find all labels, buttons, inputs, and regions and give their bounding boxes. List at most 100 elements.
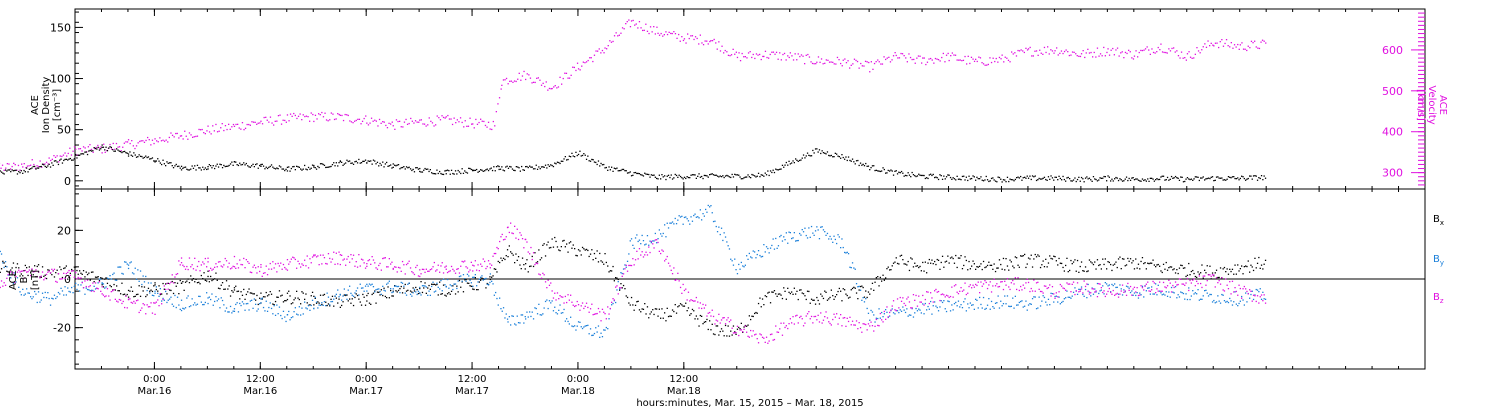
density-series-point [409, 168, 412, 170]
density-series-point [539, 168, 541, 170]
density-series-point [923, 174, 925, 177]
by-series-point [698, 217, 700, 219]
density-series-point [1062, 175, 1064, 178]
velocity-series-point [374, 119, 376, 121]
density-series-point [171, 165, 173, 167]
bz-series-point [599, 311, 601, 313]
by-series-point [449, 284, 451, 286]
by-series-point [934, 301, 936, 303]
by-series-point [79, 290, 81, 292]
by-series-point [210, 298, 212, 301]
velocity-series-point [870, 61, 872, 63]
velocity-series-point [316, 118, 318, 120]
density-series-point [106, 150, 109, 152]
velocity-series-point [502, 79, 505, 81]
bz-series-point [712, 315, 715, 318]
density-series-point [1083, 181, 1085, 183]
by-series-point [1166, 295, 1169, 297]
bz-series-point [442, 272, 445, 274]
bz-series-point [800, 315, 802, 317]
bx-series-point [997, 267, 999, 269]
by-series-point [214, 300, 216, 303]
bz-series-point [26, 271, 28, 273]
bz-series-point [351, 258, 353, 260]
bx-series-point [240, 291, 242, 293]
velocity-series-point [104, 151, 106, 153]
by-series-point [239, 302, 241, 305]
density-series-point [286, 166, 289, 168]
bz-series-point [634, 259, 637, 261]
bz-series-point [421, 268, 424, 270]
velocity-series-point [1093, 51, 1095, 54]
velocity-series-point [973, 60, 976, 62]
by-series-point [691, 220, 694, 222]
bz-series-point [867, 323, 870, 325]
velocity-series-point [435, 124, 437, 126]
bx-series-point [210, 275, 212, 278]
velocity-series-point [964, 55, 966, 58]
velocity-series-point [505, 77, 508, 80]
velocity-series-point [542, 82, 544, 84]
bx-series-point [1249, 271, 1251, 273]
bz-series-point [440, 265, 442, 267]
velocity-series-point [1225, 39, 1228, 41]
bx-series-point [1210, 278, 1212, 280]
density-series-point [555, 163, 557, 165]
bx-series-point [309, 304, 311, 306]
by-series-point [59, 293, 61, 295]
velocity-series-point [947, 52, 949, 55]
density-series-point [392, 163, 394, 165]
density-series-point [1104, 176, 1106, 178]
bx-series-point [12, 262, 15, 264]
bx-series-point [889, 269, 891, 271]
density-series-point [785, 161, 787, 164]
density-series-point [196, 164, 199, 166]
by-series-point [621, 272, 623, 275]
by-series-point [174, 294, 176, 297]
density-series-point [366, 162, 368, 164]
density-series-point [3, 173, 5, 175]
velocity-series-point [1039, 49, 1041, 51]
by-series-point [1238, 302, 1240, 305]
density-series-point [944, 178, 946, 180]
by-series-point [504, 317, 506, 319]
velocity-series-point [1096, 47, 1099, 49]
by-series-point [892, 312, 895, 314]
by-series-point [171, 303, 173, 305]
bz-series-point [797, 322, 799, 324]
velocity-series-point [1152, 51, 1155, 54]
by-series-point [559, 304, 561, 306]
by-series-point [1045, 301, 1047, 303]
bz-series-point [761, 336, 764, 338]
density-series-point [800, 159, 802, 161]
velocity-series-point [1144, 48, 1147, 50]
bz-series-point [114, 298, 116, 300]
bz-series-point [765, 336, 768, 338]
bz-series-point [65, 272, 67, 275]
velocity-series-point [1160, 43, 1162, 45]
density-series-point [118, 150, 120, 152]
bz-series-point [93, 290, 95, 293]
velocity-series-point [268, 121, 270, 123]
density-series-point [474, 169, 476, 171]
bz-series-point [121, 302, 123, 305]
density-series-point [236, 164, 238, 166]
velocity-series-point [1238, 48, 1240, 50]
bx-series-point [886, 268, 888, 270]
velocity-series-point [419, 119, 421, 121]
density-series-point [274, 168, 277, 170]
by-series-point [891, 308, 893, 310]
bx-series-point [858, 289, 860, 291]
velocity-series-point [1045, 51, 1047, 54]
bz-series-point [208, 270, 210, 272]
by-series-point [907, 315, 909, 317]
velocity-series-point [439, 119, 442, 121]
by-series-point [703, 215, 705, 217]
bz-series-point [575, 305, 577, 307]
bx-series-point [718, 334, 720, 336]
by-series-point [500, 308, 502, 310]
density-series-point [473, 169, 475, 172]
density-series-point [1098, 179, 1100, 181]
density-series-point [895, 170, 897, 172]
bz-series-point [104, 296, 106, 298]
